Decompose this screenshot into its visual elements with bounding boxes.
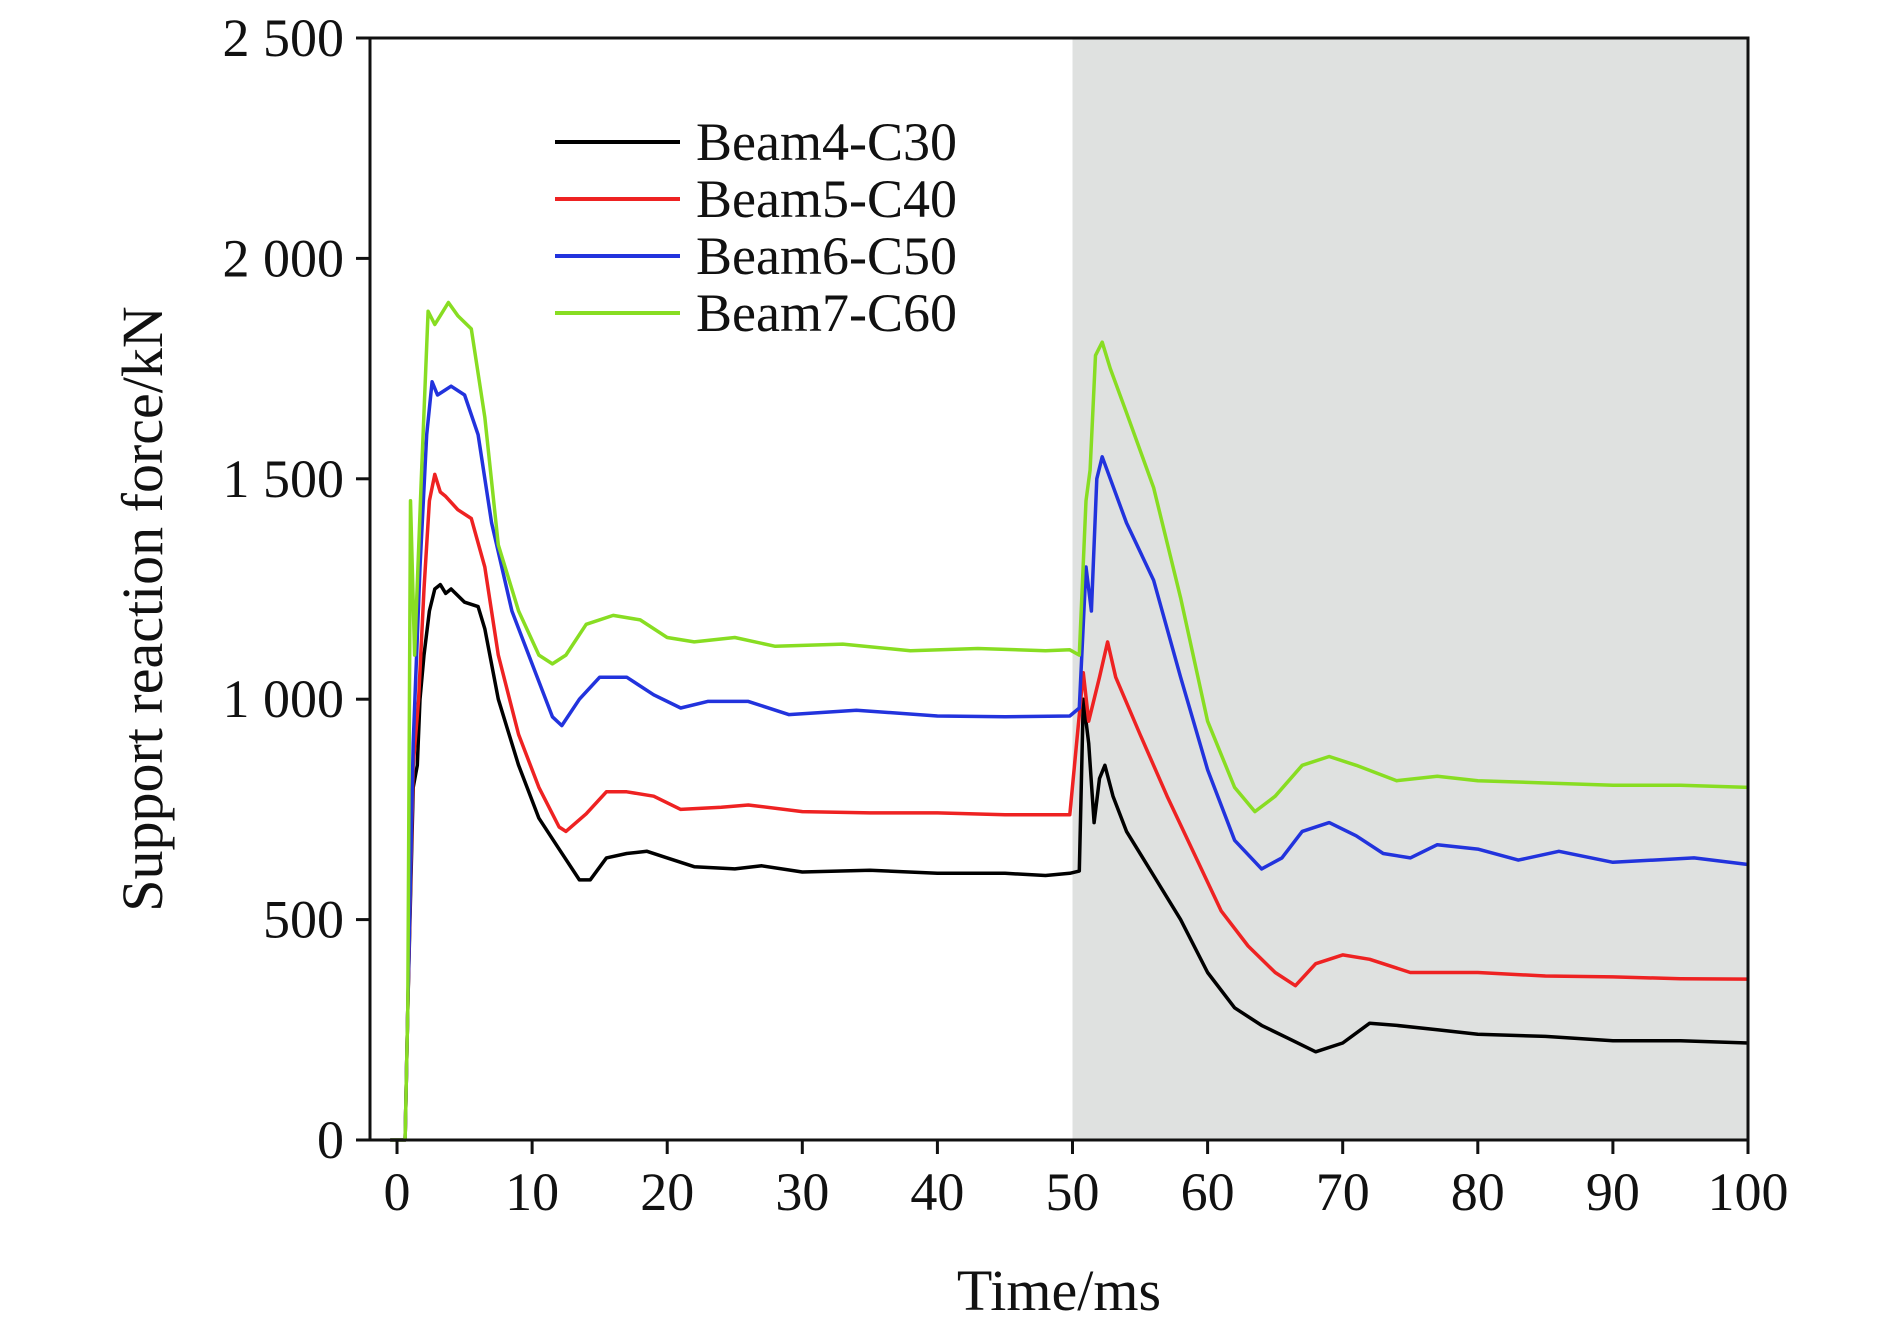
legend-label: Beam4-C30 [696,112,957,172]
x-tick-label: 20 [640,1162,694,1222]
series-line-4 [390,300,1749,1142]
x-tick-label: 50 [1046,1162,1100,1222]
series-line-2 [390,472,1749,1142]
legend-label: Beam6-C50 [696,226,957,286]
x-tick-label: 0 [384,1162,411,1222]
y-tick-label: 0 [317,1110,344,1170]
legend-label: Beam7-C60 [696,283,957,343]
plot-frame [368,36,1750,1142]
x-tick-label: 70 [1316,1162,1370,1222]
x-axis-label: Time/ms [957,1258,1161,1323]
x-tick-label: 80 [1451,1162,1505,1222]
x-tick-label: 30 [775,1162,829,1222]
y-tick-label: 1 000 [223,669,345,729]
y-tick-label: 500 [263,890,344,950]
series-line-3 [390,380,1749,1142]
y-axis-label: Support reaction force/kN [110,306,175,912]
x-tick-label: 100 [1708,1162,1789,1222]
y-tick-label: 2 000 [223,228,345,288]
x-tick-label: 40 [910,1162,964,1222]
x-tick-label: 60 [1181,1162,1235,1222]
x-tick-label: 10 [505,1162,559,1222]
series-layer [390,300,1749,1142]
y-tick-label: 1 500 [223,449,345,509]
shaded-region [1072,38,1748,1140]
legend-label: Beam5-C40 [696,169,957,229]
y-tick-label: 2 500 [223,8,345,68]
series-line-1 [390,582,1749,1142]
x-tick-label: 90 [1586,1162,1640,1222]
